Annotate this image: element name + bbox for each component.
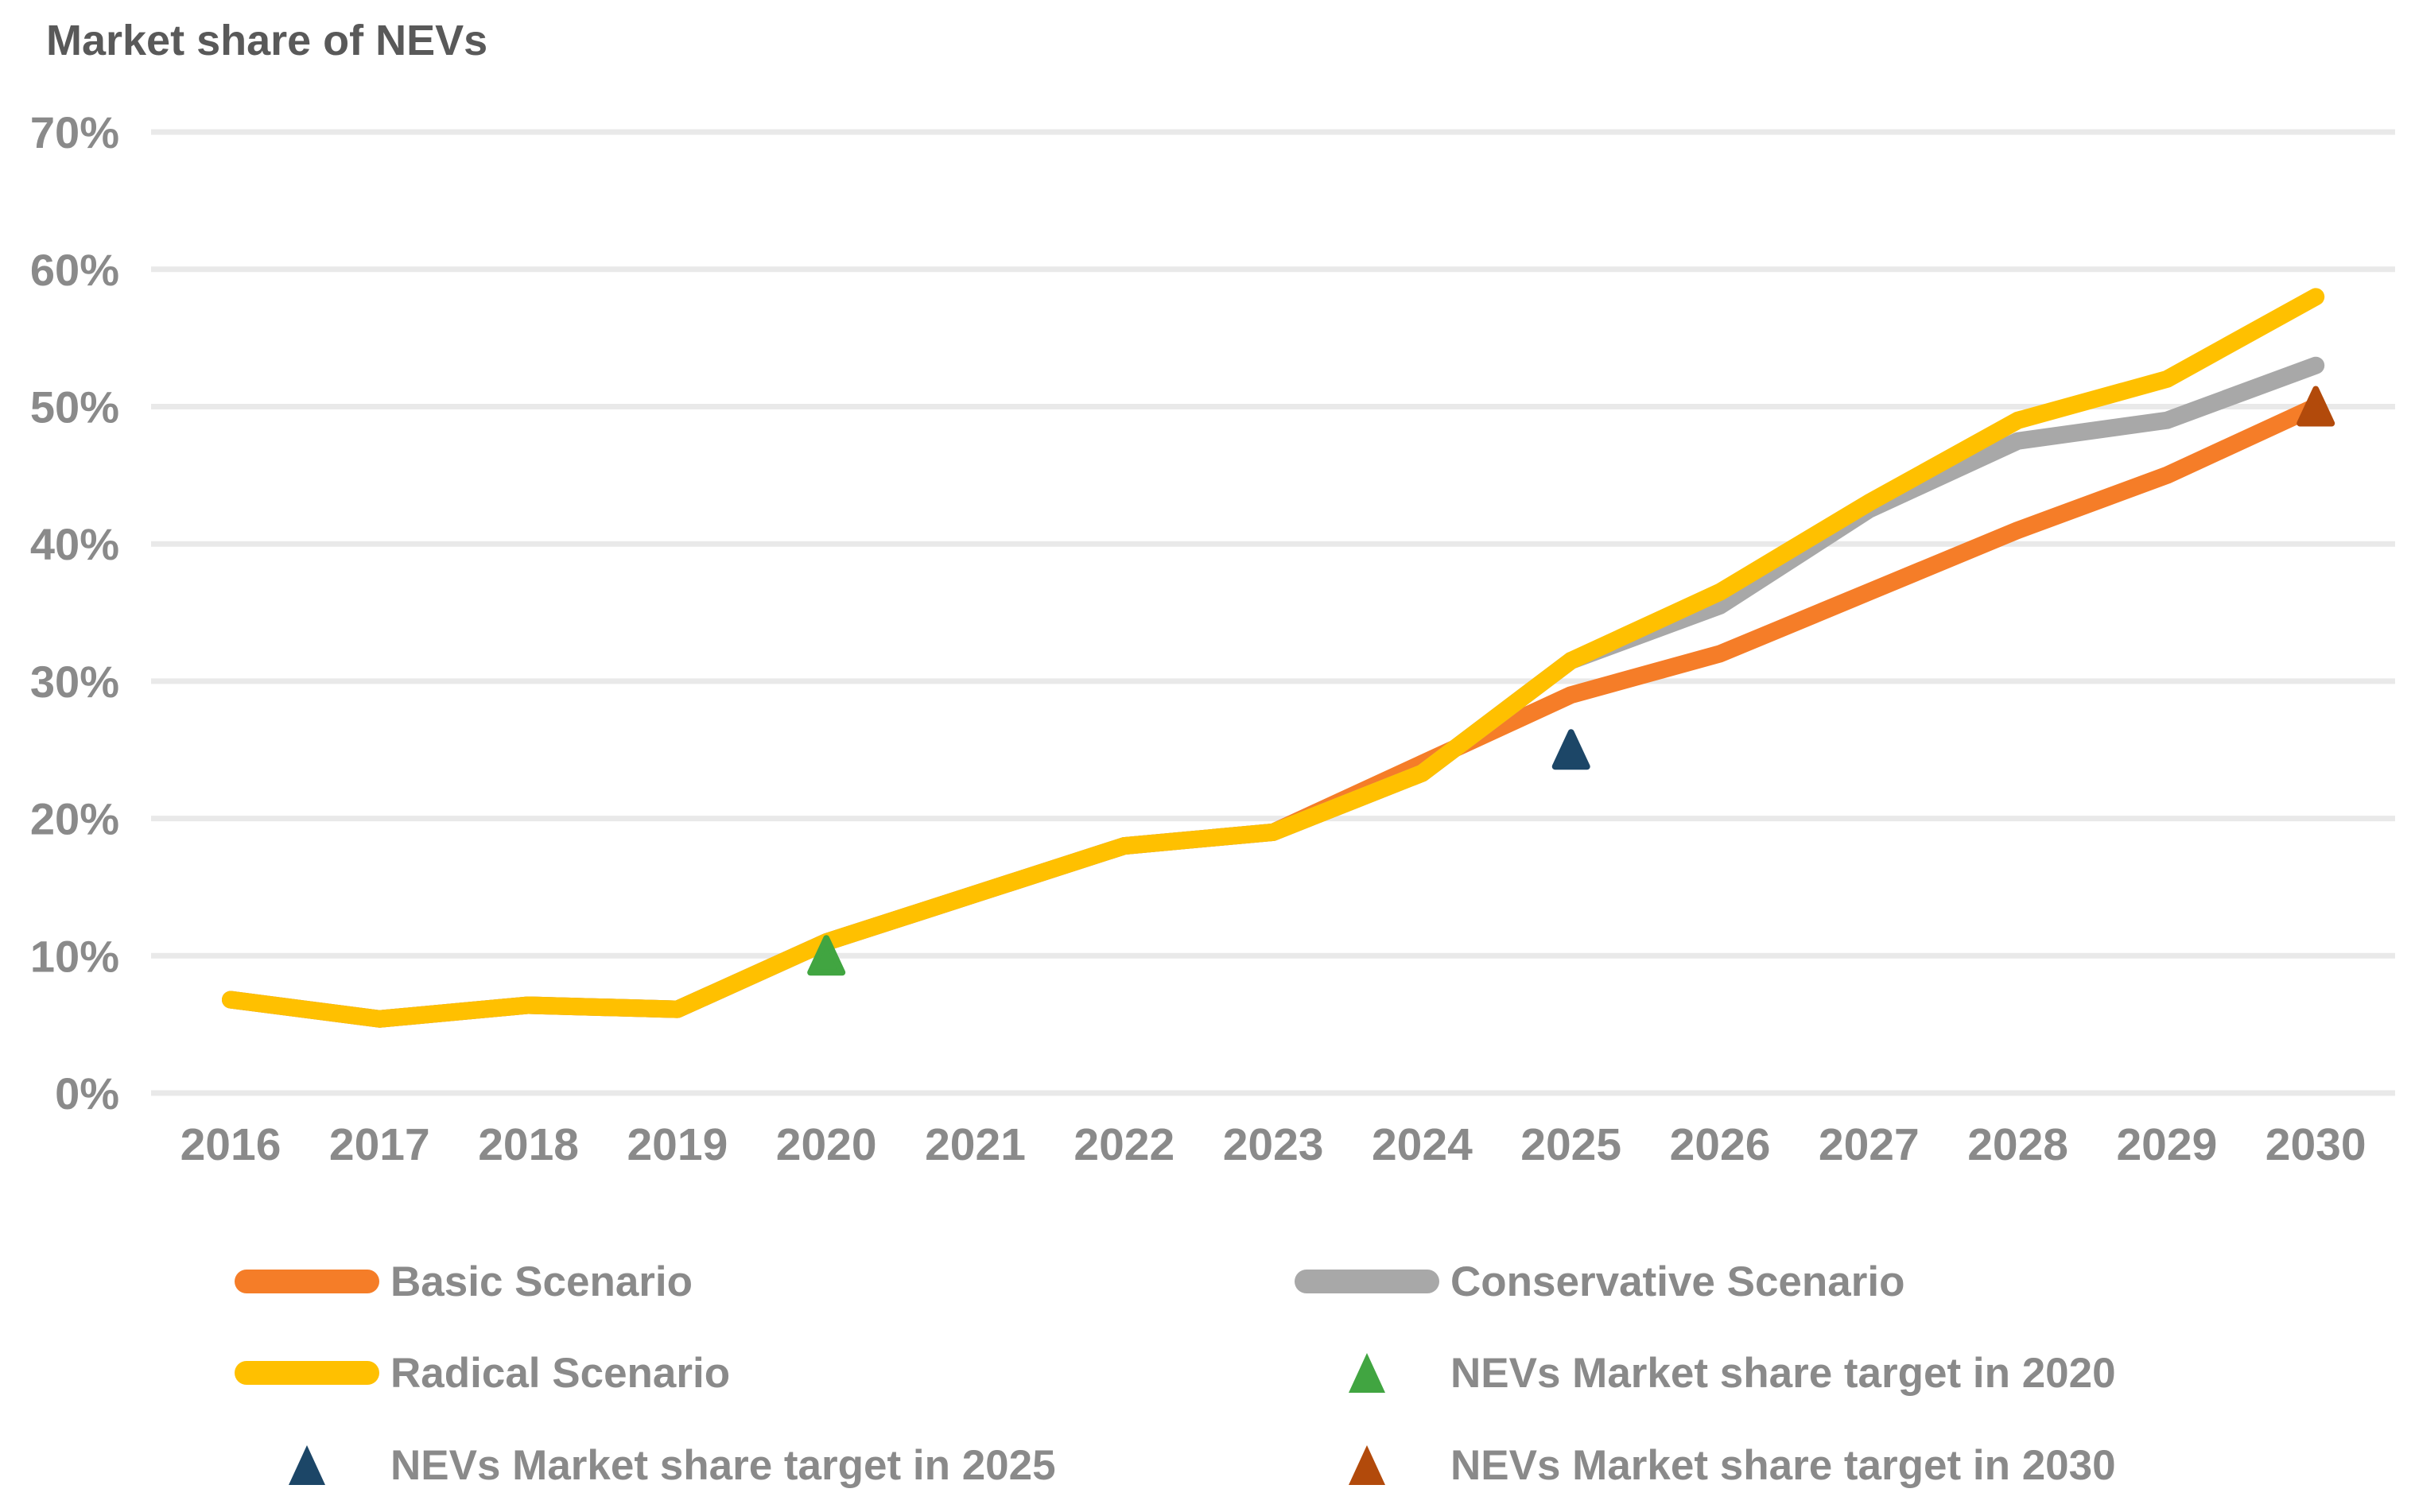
target-2020-triangle-icon (1349, 1353, 1385, 1393)
legend-label-basic-scenario: Basic Scenario (390, 1258, 693, 1305)
y-axis-tick-label: 50% (30, 382, 119, 432)
series-line-radical-scenario (222, 288, 2325, 1028)
radical-scenario-line-swatch (235, 1361, 379, 1385)
x-axis-tick-label: 2025 (1520, 1119, 1621, 1170)
x-axis-tick-label: 2019 (627, 1119, 728, 1170)
legend-label-target-2025: NEVs Market share target in 2025 (390, 1441, 1056, 1489)
x-axis-tick-label: 2028 (1967, 1119, 2068, 1170)
legend-item-target-2025: NEVs Market share target in 2025 (235, 1441, 1056, 1489)
target-2030-triangle-icon (1349, 1445, 1385, 1485)
y-axis-tick-label: 60% (30, 245, 119, 295)
legend-item-basic-scenario: Basic Scenario (235, 1258, 693, 1305)
legend-marker-box (1295, 1353, 1439, 1393)
basic-scenario-line-swatch (235, 1270, 379, 1293)
legend-label-radical-scenario: Radical Scenario (390, 1349, 731, 1397)
x-axis-tick-label: 2029 (2116, 1119, 2217, 1170)
legend-item-radical-scenario: Radical Scenario (235, 1349, 731, 1397)
chart-title: Market share of NEVs (46, 17, 488, 64)
y-axis-tick-label: 30% (30, 657, 119, 707)
series-line-conservative-scenario (222, 356, 2325, 1028)
legend-label-target-2030: NEVs Market share target in 2030 (1450, 1441, 2116, 1489)
y-axis-tick-label: 0% (55, 1068, 119, 1118)
x-axis-tick-label: 2018 (478, 1119, 579, 1170)
plot-area: 0% 10% 20% 30% 40% 50% 60% 70% 2016 2017 2018 2019 2… (30, 107, 2395, 1170)
y-axis-tick-label: 10% (30, 931, 119, 981)
legend-label-target-2020: NEVs Market share target in 2020 (1450, 1349, 2116, 1397)
legend-item-target-2030: NEVs Market share target in 2030 (1295, 1441, 2116, 1489)
y-axis-tick-label: 20% (30, 794, 119, 844)
x-axis-tick-label: 2017 (329, 1119, 430, 1170)
x-axis-tick-label: 2027 (1819, 1119, 1920, 1170)
target-marker-2025 (1551, 729, 1590, 770)
x-axis-tick-label: 2024 (1372, 1119, 1473, 1170)
legend-marker-box (235, 1361, 379, 1385)
legend-marker-box (235, 1270, 379, 1293)
x-axis-tick-label: 2030 (2266, 1119, 2366, 1170)
target-marker-2020 (807, 935, 846, 976)
y-axis-tick-label: 40% (30, 519, 119, 569)
series-line-basic-scenario (222, 397, 2325, 1028)
x-axis-tick-label: 2026 (1670, 1119, 1771, 1170)
x-axis-tick-label: 2016 (181, 1119, 281, 1170)
legend-item-target-2020: NEVs Market share target in 2020 (1295, 1349, 2116, 1397)
x-axis-tick-label: 2023 (1223, 1119, 1324, 1170)
conservative-scenario-line-swatch (1295, 1270, 1439, 1293)
legend-marker-box (235, 1445, 379, 1485)
target-marker-2030 (2297, 386, 2335, 427)
legend-marker-box (1295, 1270, 1439, 1293)
x-axis-tick-label: 2021 (925, 1119, 1026, 1170)
x-axis-tick-label: 2022 (1074, 1119, 1174, 1170)
legend-marker-box (1295, 1445, 1439, 1485)
x-axis-tick-label: 2020 (776, 1119, 877, 1170)
target-2025-triangle-icon (289, 1445, 325, 1485)
y-axis-tick-label: 70% (30, 107, 119, 157)
legend-label-conservative-scenario: Conservative Scenario (1450, 1258, 1905, 1305)
legend-item-conservative-scenario: Conservative Scenario (1295, 1258, 1904, 1305)
